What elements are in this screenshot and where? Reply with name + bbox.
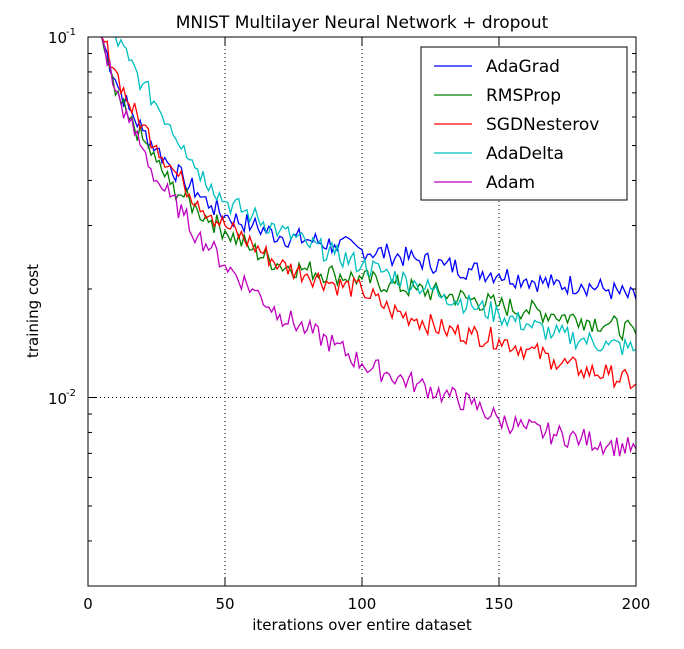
legend-label: AdaGrad: [486, 57, 560, 77]
x-tick-label: 50: [215, 595, 234, 613]
x-axis-label: iterations over entire dataset: [252, 616, 472, 634]
legend-label: Adam: [486, 173, 535, 193]
series-line-sgdnesterov: [101, 37, 636, 390]
y-tick-base: 10: [48, 390, 67, 408]
x-tick-label: 150: [485, 595, 514, 613]
x-tick-label: 100: [348, 595, 377, 613]
y-tick-label: 10 -1: [48, 27, 76, 47]
grid: [88, 37, 636, 586]
legend-label: SGDNesterov: [486, 115, 599, 135]
chart-title: MNIST Multilayer Neural Network + dropou…: [176, 13, 549, 33]
x-tick-label: 200: [622, 595, 651, 613]
series-line-adadelta: [114, 37, 636, 356]
ticks: [87, 36, 637, 587]
x-tick-label: 0: [83, 595, 93, 613]
series-line-adagrad: [101, 37, 636, 300]
y-tick-exp: -2: [66, 388, 76, 399]
legend-label: RMSProp: [486, 86, 561, 106]
y-tick-base: 10: [48, 29, 67, 47]
legend: AdaGrad RMSProp SGDNesterov AdaDelta Ada…: [420, 46, 628, 201]
series-group: [101, 37, 636, 457]
series-line-adam: [101, 37, 636, 457]
y-tick-exp: -1: [66, 27, 76, 38]
series-line-rmsprop: [101, 37, 636, 342]
y-tick-label: 10 -2: [48, 388, 76, 408]
y-axis-label: training cost: [24, 264, 42, 358]
legend-label: AdaDelta: [486, 144, 564, 164]
